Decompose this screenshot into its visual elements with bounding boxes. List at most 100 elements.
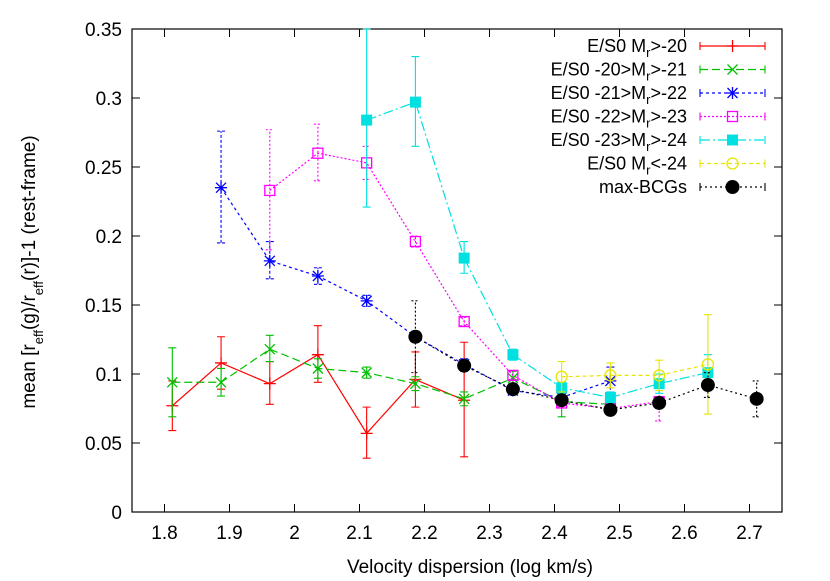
y-tick-label: 0.2 [96, 227, 122, 248]
legend-marker [726, 110, 739, 123]
legend-entry-6: E/S0 Mr<-24 [587, 154, 766, 178]
legend-label: E/S0 -21>Mr>-22 [551, 83, 687, 107]
legend-entry-7: max-BCGs [599, 177, 766, 197]
y-tick-label: 0.15 [85, 296, 122, 317]
x-tick-label: 2.6 [671, 523, 697, 544]
y-tick-label: 0.35 [85, 20, 122, 41]
data-point [361, 367, 373, 379]
data-point [263, 254, 276, 267]
data-point [264, 184, 276, 197]
legend-marker [726, 157, 739, 170]
legend-error-cap [699, 136, 766, 144]
y-tick-label: 0 [111, 503, 122, 524]
legend-entry-2: E/S0 -20>Mr>-21 [551, 60, 766, 84]
data-point [409, 96, 421, 108]
x-tick-label: 2.7 [736, 523, 762, 544]
legend-error-cap [699, 65, 766, 74]
data-point [215, 356, 228, 369]
legend-marker [727, 64, 738, 75]
x-tick-label: 1.8 [151, 523, 177, 544]
x-axis-label: Velocity dispersion (log km/s) [347, 557, 593, 578]
error-bar [411, 300, 420, 374]
error-bar [557, 361, 566, 393]
x-tick-label: 2.5 [606, 523, 632, 544]
data-point [312, 147, 324, 159]
series-layer [166, 28, 764, 459]
data-point [652, 395, 667, 410]
legend-label: E/S0 Mr>-20 [587, 36, 687, 60]
data-point [653, 369, 666, 382]
y-tick-label: 0.3 [96, 89, 122, 110]
legend-error-cap [699, 89, 766, 97]
data-point [409, 235, 422, 248]
series-line [366, 101, 709, 399]
data-point [505, 382, 520, 397]
series-1 [166, 325, 471, 459]
x-tick-label: 2.2 [411, 523, 437, 544]
error-bar [411, 235, 420, 248]
legend-entry-5: E/S0 -23>Mr>-24 [551, 130, 766, 154]
y-tick-label: 0.05 [85, 434, 122, 455]
error-bar [606, 362, 615, 389]
data-point [604, 369, 617, 382]
data-point [555, 370, 568, 383]
legend-marker [726, 40, 739, 52]
y-tick-label: 0.1 [96, 365, 122, 386]
y-tick-label: 0.25 [85, 158, 122, 179]
y-axis-label: mean [reff(g)/reff(r)]-1 (rest-frame) [19, 135, 46, 408]
data-point [311, 270, 324, 283]
error-bar [508, 370, 517, 381]
plot-frame [131, 28, 783, 513]
data-point [264, 343, 276, 355]
data-point [215, 376, 227, 388]
legend-entry-3: E/S0 -21>Mr>-22 [551, 83, 766, 107]
data-point [458, 252, 470, 264]
legend-error-cap [699, 183, 766, 191]
data-point [701, 358, 715, 371]
series-line [561, 363, 709, 378]
data-point [603, 402, 618, 417]
series-line [172, 348, 611, 405]
data-point [408, 329, 423, 344]
data-point [604, 391, 616, 403]
data-point [458, 393, 470, 405]
series-line [415, 336, 757, 411]
error-bar [265, 129, 274, 251]
data-point [507, 349, 519, 361]
legend-label: E/S0 -23>Mr>-24 [551, 130, 687, 154]
series-2 [166, 334, 616, 418]
legend: E/S0 Mr>-20E/S0 -20>Mr>-21E/S0 -21>Mr>-2… [551, 36, 766, 197]
series-6 [555, 314, 715, 415]
legend-marker [727, 134, 738, 146]
error-bar [313, 123, 322, 182]
plot-border [131, 28, 783, 513]
data-point [507, 369, 519, 382]
data-point [361, 114, 373, 126]
data-point [360, 294, 373, 307]
x-tick-label: 2.3 [476, 523, 502, 544]
x-tick-label: 1.9 [216, 523, 242, 544]
x-tick-label: 2.1 [346, 523, 372, 544]
series-7 [408, 300, 764, 418]
data-point [263, 377, 276, 390]
legend-label: E/S0 Mr<-24 [587, 154, 687, 178]
legend-marker [726, 87, 739, 99]
legend-entry-4: E/S0 -22>Mr>-23 [551, 107, 766, 131]
legend-error-cap [699, 112, 766, 121]
data-point [457, 358, 472, 373]
x-tick-label: 2.4 [541, 523, 568, 544]
data-point [360, 427, 373, 440]
legend-label: max-BCGs [599, 177, 687, 197]
data-point [749, 391, 764, 406]
data-point [700, 378, 715, 393]
x-tick-label: 2 [289, 523, 300, 544]
legend-error-cap [699, 42, 766, 50]
legend-error-cap [699, 159, 766, 168]
error-bar [655, 359, 664, 392]
data-point [215, 181, 228, 194]
data-point [166, 376, 178, 388]
data-point [554, 393, 569, 408]
legend-label: E/S0 -20>Mr>-21 [551, 60, 687, 84]
